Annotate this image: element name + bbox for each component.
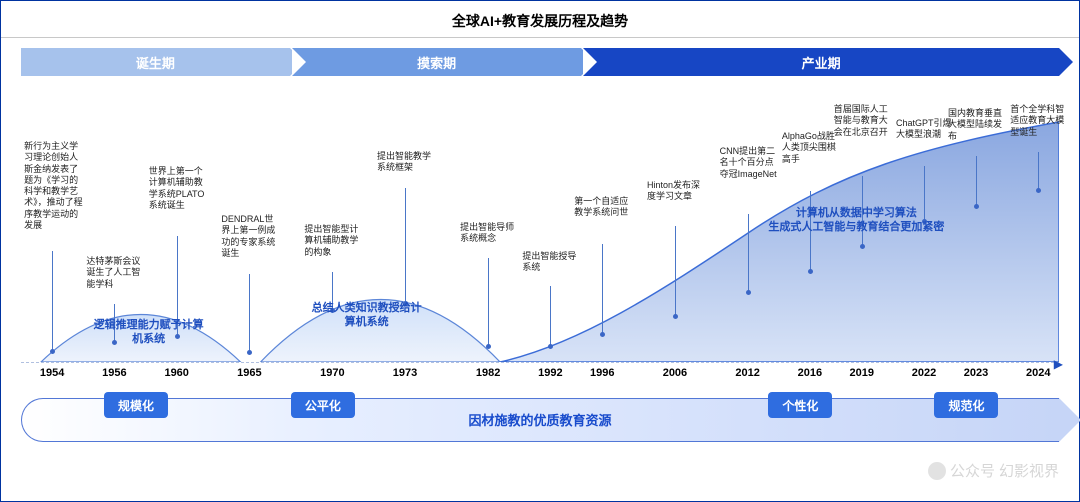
year-1982: 1982 [476,367,500,379]
phase-0: 诞生期 [21,48,290,76]
milestone-line-9 [675,226,676,316]
phase-1: 摸索期 [292,48,582,76]
milestone-7: 提出智能授导系统 [522,251,582,274]
milestone-line-10 [748,214,749,292]
year-1954: 1954 [40,367,64,379]
phase-2: 产业期 [583,48,1059,76]
year-1970: 1970 [320,367,344,379]
watermark-icon [928,462,946,480]
milestone-line-15 [1038,152,1039,190]
milestone-line-0 [52,251,53,351]
milestone-0: 新行为主义学习理论创始人斯金纳发表了题为《学习的科学和教学艺术》，推动了程序教学… [24,141,84,231]
milestone-9: Hinton发布深度学习文章 [647,180,707,203]
milestone-dot-14 [974,204,979,209]
milestone-3: DENDRAL世界上第一例成功的专家系统诞生 [221,214,281,259]
milestone-8: 第一个自适应教学系统问世 [574,196,634,219]
divider [1,37,1079,38]
ribbon-pill-1: 公平化 [291,392,355,418]
milestone-dot-11 [808,269,813,274]
milestone-5: 提出智能教学系统框架 [377,151,437,174]
milestone-line-5 [405,188,406,303]
year-2006: 2006 [663,367,687,379]
curve-label-1: 总结人类知识教授给计算机系统 [312,301,422,330]
curve-label-0: 逻辑推理能力赋予计算机系统 [94,318,204,347]
milestone-1: 达特茅斯会议诞生了人工智能学科 [86,256,146,290]
year-2019: 2019 [850,367,874,379]
milestone-line-8 [602,244,603,334]
milestone-4: 提出智能型计算机辅助教学的构象 [304,224,364,258]
year-1992: 1992 [538,367,562,379]
ribbon-pill-3: 规范化 [934,392,998,418]
milestone-line-6 [488,258,489,346]
ribbon-pill-0: 规模化 [104,392,168,418]
year-1973: 1973 [393,367,417,379]
milestone-line-7 [550,286,551,346]
milestone-2: 世界上第一个计算机辅助教学系统PLATO系统诞生 [149,166,209,211]
milestone-dot-9 [673,314,678,319]
timeline-axis: ▶ 19541956196019651970197319821992199620… [21,362,1059,386]
watermark-name: 幻影视界 [999,460,1059,481]
milestone-6: 提出智能导师系统概念 [460,222,520,245]
milestone-12: 首届国际人工智能与教育大会在北京召开 [834,104,894,138]
year-1965: 1965 [237,367,261,379]
milestone-15: 首个全学科智适应教育大模型诞生 [1010,104,1070,138]
milestone-10: CNN提出第二名十个百分点夺冠ImageNet [720,146,780,180]
timeline-chart: 新行为主义学习理论创始人斯金纳发表了题为《学习的科学和教学艺术》，推动了程序教学… [21,86,1059,386]
milestone-14: 国内教育垂直大模型陆续发布 [948,108,1008,142]
milestone-dot-12 [860,244,865,249]
year-2016: 2016 [798,367,822,379]
bottom-ribbon: 因材施教的优质教育资源 规模化 公平化 个性化 规范化 [21,394,1059,450]
ribbon-arrow-icon [1059,398,1080,442]
milestone-line-14 [976,156,977,206]
milestone-line-3 [249,274,250,352]
page-title: 全球AI+教育发展历程及趋势 [1,1,1079,37]
watermark: 公众号 幻影视界 [928,460,1059,481]
year-2012: 2012 [735,367,759,379]
year-1960: 1960 [164,367,188,379]
watermark-prefix: 公众号 [950,460,995,481]
year-2024: 2024 [1026,367,1050,379]
year-1956: 1956 [102,367,126,379]
curve-label-2: 计算机从数据中学习算法生成式人工智能与教育结合更加紧密 [768,206,944,235]
ribbon-center-text: 因材施教的优质教育资源 [21,410,1059,429]
milestone-dot-10 [746,290,751,295]
axis-arrow-icon: ▶ [1054,357,1063,371]
phase-chevrons: 诞生期摸索期产业期 [21,48,1059,76]
year-1996: 1996 [590,367,614,379]
year-2022: 2022 [912,367,936,379]
ribbon-pill-2: 个性化 [768,392,832,418]
year-2023: 2023 [964,367,988,379]
